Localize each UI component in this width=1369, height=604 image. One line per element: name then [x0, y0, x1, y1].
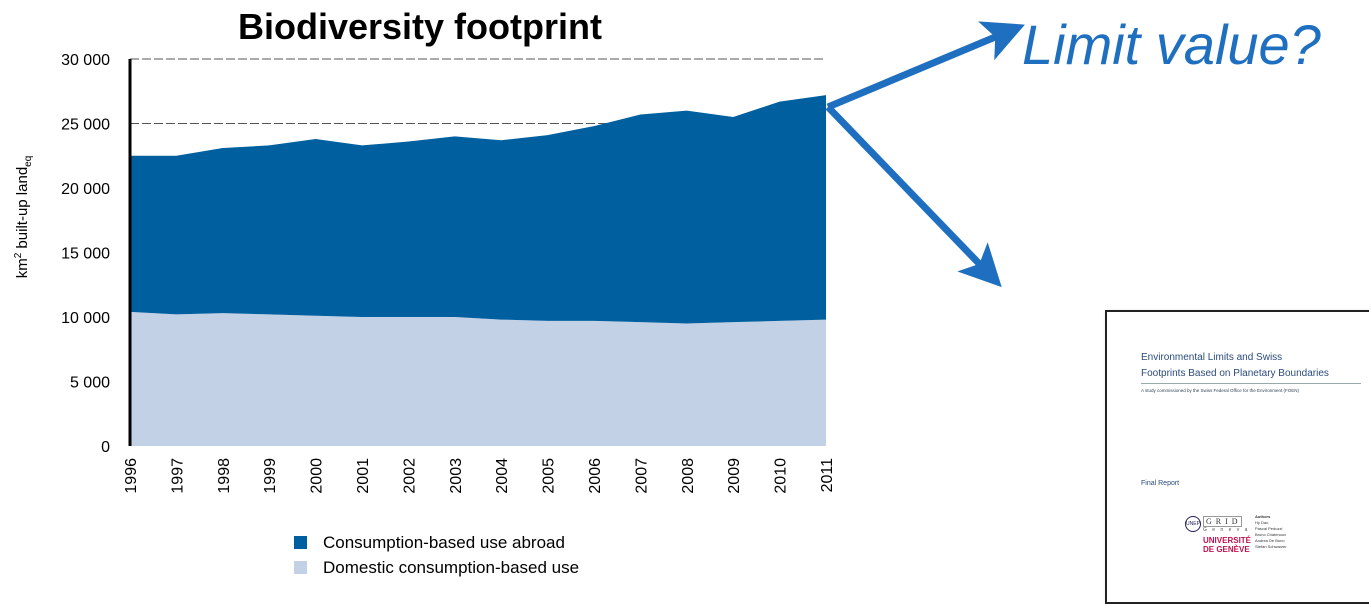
legend-item-abroad: Consumption-based use abroad [294, 530, 579, 555]
authors-heading: Authors [1255, 514, 1271, 519]
arrow-to-limit-value [826, 21, 1025, 111]
report-divider [1141, 383, 1361, 384]
report-final-label: Final Report [1141, 480, 1180, 487]
arrow-to-report [825, 104, 1002, 288]
y-tick-label: 30 000 [61, 52, 110, 69]
limit-value-annotation: Limit value? [1022, 13, 1321, 76]
arrows [825, 21, 1025, 288]
x-tick-label: 1999 [262, 458, 279, 494]
x-tick-label: 2004 [494, 458, 511, 494]
legend: Consumption-based use abroad Domestic co… [294, 530, 579, 580]
y-tick-label: 20 000 [61, 181, 110, 198]
university-logo-line1: UNIVERSITÉ [1203, 536, 1252, 545]
y-axis-label-main: km [14, 258, 31, 279]
x-tick-label: 2001 [355, 458, 372, 494]
university-logo-line2: DE GENÈVE [1203, 545, 1250, 554]
x-tick-label: 1996 [123, 458, 140, 494]
report-cover-thumbnail: Environmental Limits and Swiss Footprint… [1105, 310, 1369, 604]
area-use-abroad [130, 95, 826, 324]
legend-label-domestic: Domestic consumption-based use [323, 557, 580, 577]
x-tick-label: 1997 [169, 458, 186, 494]
x-tick-label: 2011 [819, 458, 836, 493]
x-tick-label: 2000 [309, 458, 326, 494]
y-tick-label: 5 000 [70, 375, 110, 392]
report-title: Environmental Limits and Swiss Footprint… [1141, 350, 1369, 382]
x-tick-label: 2006 [587, 458, 604, 494]
x-tick-label: 2005 [541, 458, 558, 494]
report-logos: UNEP G R I D G e n e v a UNIVERSITÉ DE G… [1185, 514, 1369, 584]
y-tick-label: 10 000 [61, 310, 110, 327]
author: Pascal Peduzzi [1255, 526, 1283, 531]
un-logo: UNEP [1185, 516, 1201, 532]
x-tick-label: 2003 [448, 458, 465, 494]
report-subtitle: A study commissioned by the Swiss Federa… [1141, 388, 1299, 393]
y-axis-label-rest: built-up land [14, 166, 31, 253]
report-title-line1: Environmental Limits and Swiss [1141, 352, 1283, 363]
x-tick-label: 2008 [680, 458, 697, 494]
x-tick-label: 2007 [633, 458, 650, 494]
x-tick-label: 2009 [726, 458, 743, 494]
report-authors: Authors Hy Dao Pascal Peduzzi Bruno Chat… [1255, 514, 1287, 550]
y-axis-label: km2 built-up landeq [8, 97, 34, 337]
area-domestic-use [130, 311, 826, 446]
legend-item-domestic: Domestic consumption-based use [294, 555, 579, 580]
grid-logo: G R I D [1203, 516, 1242, 527]
author: Hy Dao [1255, 520, 1269, 525]
legend-label-abroad: Consumption-based use abroad [323, 532, 565, 552]
chart: 0 5 000 10 000 15 000 20 000 25 000 30 000 1996… [61, 21, 1025, 494]
legend-swatch-abroad [294, 536, 307, 549]
x-tick-label: 1998 [216, 458, 233, 494]
legend-swatch-domestic [294, 561, 307, 574]
geneva-logo-text: G e n e v a [1203, 527, 1250, 533]
axes: 0 5 000 10 000 15 000 20 000 25 000 30 000 1996… [61, 52, 836, 494]
author: Stefan Schwarzer [1255, 544, 1287, 549]
y-tick-label: 25 000 [61, 117, 110, 134]
y-tick-label: 0 [101, 439, 110, 456]
y-axis-label-sub: eq [23, 155, 34, 167]
author: Bruno Chatenoux [1255, 532, 1287, 537]
chart-title: Biodiversity footprint [237, 6, 602, 47]
x-tick-label: 2010 [773, 458, 790, 494]
report-title-line2: Footprints Based on Planetary Boundaries [1141, 368, 1329, 379]
y-tick-label: 15 000 [61, 246, 110, 263]
x-tick-label: 2002 [401, 458, 418, 494]
y-axis-label-sup: 2 [13, 252, 24, 259]
plot-area [130, 58, 826, 446]
author: Andrea De Bono [1255, 538, 1285, 543]
